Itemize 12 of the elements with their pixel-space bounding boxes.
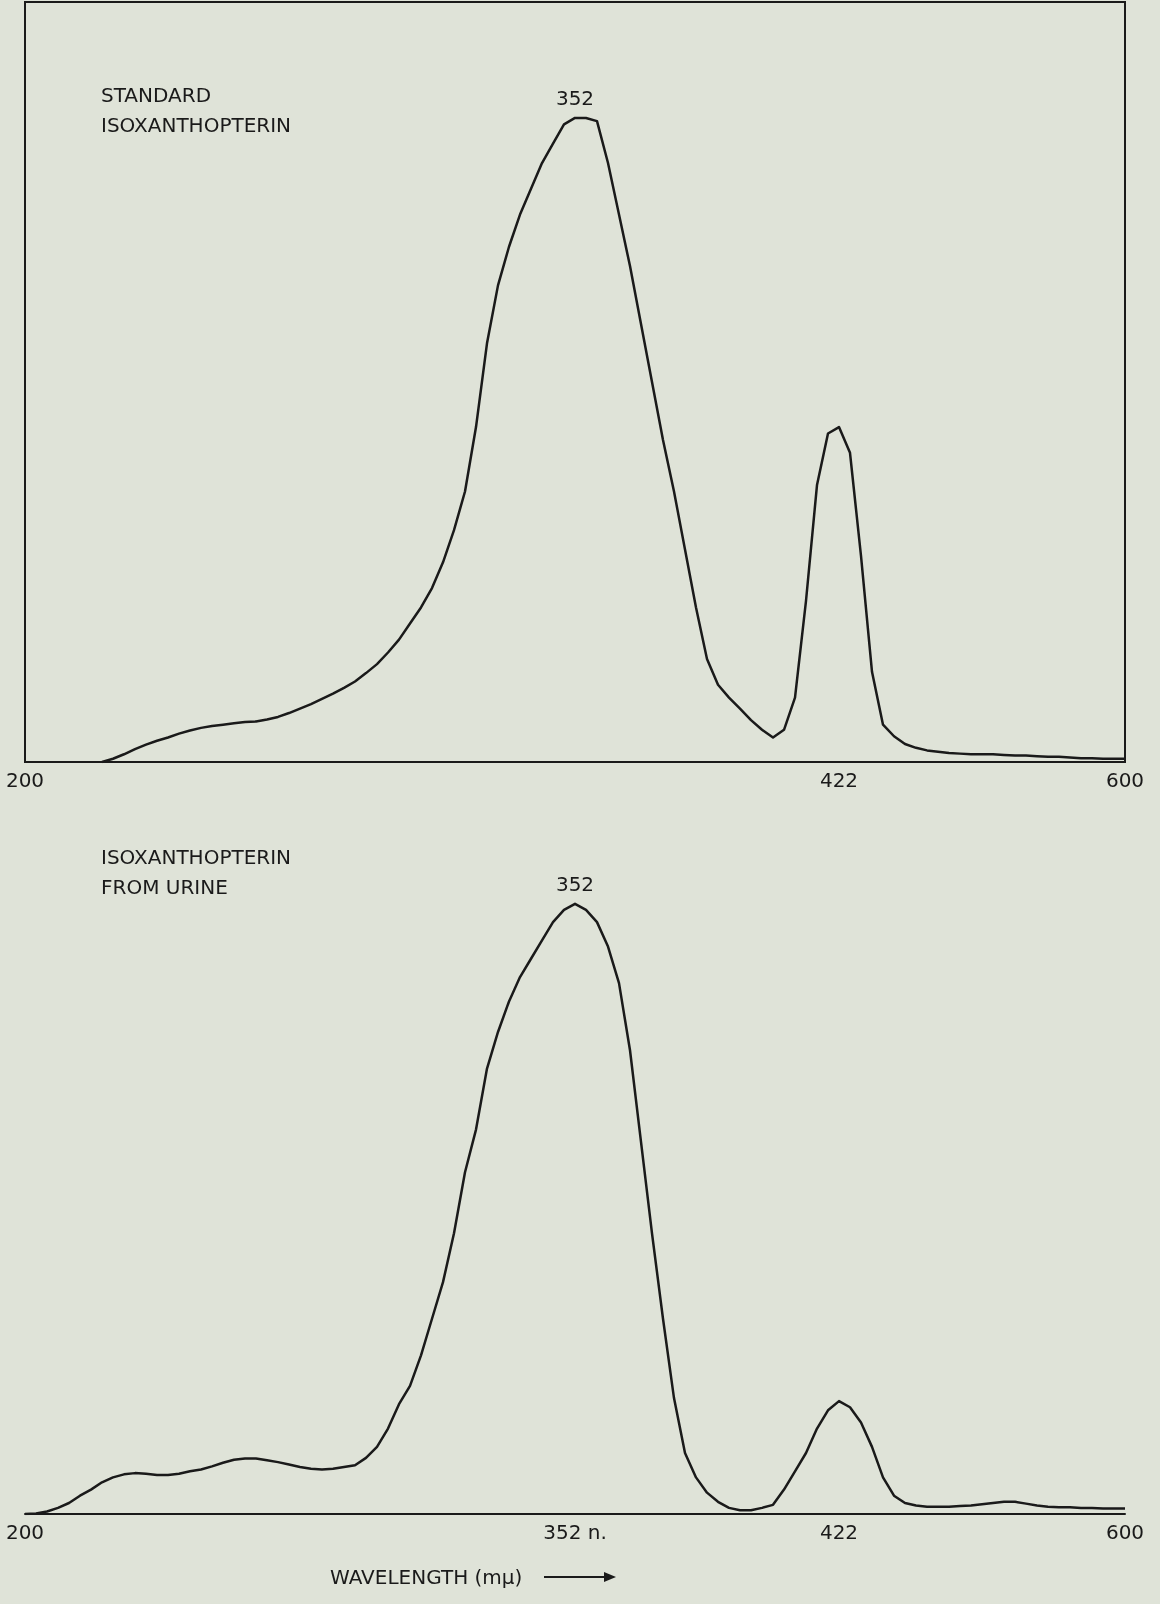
x-tick-label: 200 — [5, 1520, 45, 1544]
x-tick-label: 352 n. — [543, 1520, 607, 1544]
x-tick-label: 422 — [819, 1520, 859, 1544]
x-tick-label: 200 — [5, 768, 45, 792]
x-tick-label: 600 — [1105, 1520, 1145, 1544]
x-axis-title: WAVELENGTH (mμ) — [330, 1565, 523, 1589]
chart-title: ISOXANTHOPTERIN FROM URINE — [101, 845, 292, 899]
text: 352 — [555, 85, 595, 110]
x-tick-label: 422 — [819, 768, 859, 792]
annotation: 352 — [555, 871, 595, 896]
chart-title: STANDARD ISOXANTHOPTERIN — [101, 83, 292, 137]
x-tick-label: 600 — [1105, 768, 1145, 792]
